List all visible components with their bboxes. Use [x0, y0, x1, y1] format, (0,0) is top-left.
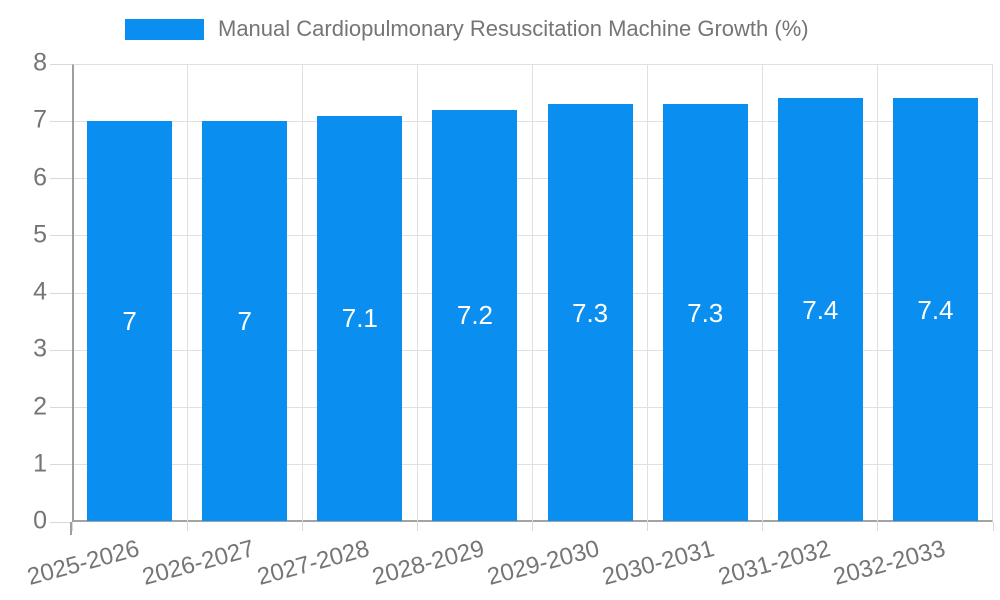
v-gridline	[416, 65, 418, 522]
x-tick-mark	[877, 522, 879, 531]
h-gridline	[74, 235, 993, 237]
y-tick-mark	[50, 407, 72, 408]
bar: 7.1	[317, 115, 403, 521]
bar-value-label: 7.4	[802, 294, 839, 325]
bar-value-label: 7.2	[456, 300, 494, 331]
x-tick-label: 2032-2033	[830, 535, 948, 591]
legend-swatch	[125, 18, 204, 40]
x-tick-mark	[71, 522, 73, 531]
y-tick-mark	[50, 63, 72, 65]
bar-value-label: 7.3	[571, 297, 609, 328]
x-tick-mark	[992, 522, 994, 531]
chart-title: Manual Cardiopulmonary Resuscitation Mac…	[218, 16, 809, 41]
bar-value-label: 7.3	[687, 297, 724, 328]
x-tick-mark	[762, 522, 764, 531]
y-tick-mark	[50, 464, 72, 466]
h-gridline	[74, 178, 993, 179]
x-tick-label: 2029-2030	[484, 535, 603, 591]
y-tick-label: 6	[33, 163, 47, 191]
y-tick-label: 4	[33, 277, 47, 306]
v-gridline	[301, 65, 303, 522]
x-tick-mark	[301, 522, 303, 531]
v-gridline	[186, 65, 188, 522]
x-tick-mark	[532, 522, 533, 531]
bar: 7.3	[547, 104, 633, 521]
y-tick-label: 7	[33, 105, 47, 134]
bar-value-label: 7.4	[917, 294, 954, 325]
y-tick-label: 2	[33, 392, 47, 420]
bar-value-label: 7	[122, 306, 137, 337]
y-tick-label: 0	[33, 506, 47, 535]
y-tick-mark	[50, 349, 72, 351]
x-tick-label: 2026-2027	[139, 535, 258, 591]
bar: 7.4	[777, 98, 863, 521]
bar: 7.3	[662, 104, 748, 521]
y-tick-label: 8	[33, 48, 47, 77]
y-tick-mark	[50, 521, 72, 523]
y-tick-label: 1	[33, 449, 47, 478]
y-tick-mark	[50, 120, 72, 122]
h-gridline	[74, 292, 993, 294]
v-gridline	[532, 65, 533, 522]
y-axis-tick	[70, 522, 72, 535]
x-tick-mark	[186, 522, 188, 531]
x-tick-label: 2028-2029	[369, 535, 488, 591]
y-tick-mark	[50, 235, 72, 237]
y-tick-mark	[50, 178, 72, 179]
x-tick-label: 2030-2031	[599, 535, 718, 591]
bar: 7.4	[892, 98, 978, 521]
h-gridline	[74, 464, 993, 466]
legend: Manual Cardiopulmonary Resuscitation Mac…	[125, 16, 809, 42]
h-gridline	[74, 349, 993, 351]
bar-value-label: 7.1	[341, 303, 378, 334]
x-tick-label: 2031-2032	[714, 535, 833, 591]
y-tick-mark	[50, 292, 72, 294]
bar: 7	[202, 121, 288, 521]
bar: 7.2	[432, 109, 518, 521]
x-tick-label: 2027-2028	[254, 535, 373, 591]
v-gridline	[647, 65, 649, 522]
v-gridline	[877, 65, 879, 522]
v-gridline	[762, 65, 764, 522]
h-gridline	[74, 120, 993, 122]
h-gridline	[74, 407, 993, 408]
x-tick-label: 2025-2026	[24, 535, 143, 591]
bar: 7	[87, 121, 173, 521]
y-tick-label: 3	[33, 334, 47, 363]
x-tick-mark	[416, 522, 418, 531]
y-tick-label: 5	[33, 220, 47, 249]
bar-value-label: 7	[237, 306, 252, 337]
x-tick-mark	[647, 522, 649, 531]
